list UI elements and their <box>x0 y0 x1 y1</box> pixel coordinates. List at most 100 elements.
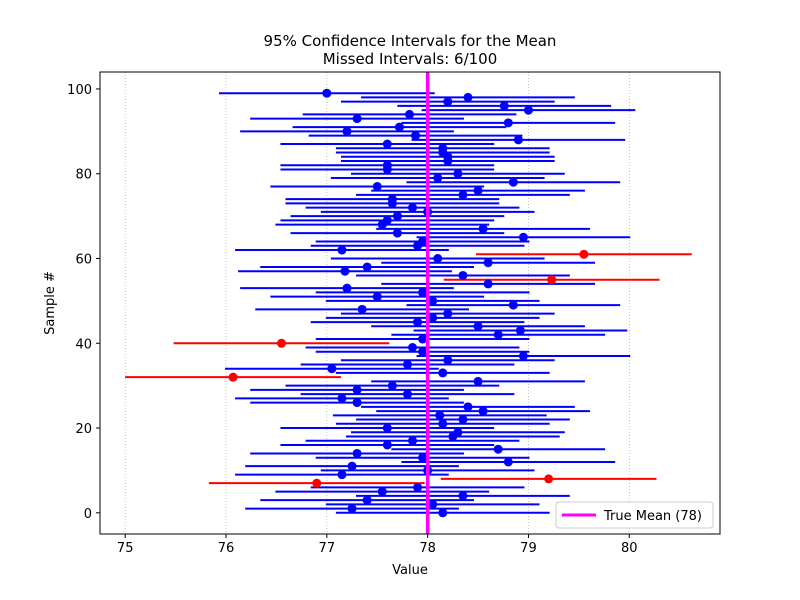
mean-point <box>362 495 372 505</box>
mean-point <box>523 105 533 115</box>
mean-point <box>347 461 357 471</box>
mean-point <box>402 359 412 369</box>
mean-point <box>382 160 392 170</box>
mean-point <box>503 118 513 128</box>
mean-point <box>515 326 525 336</box>
mean-point <box>413 482 423 492</box>
mean-point <box>478 406 488 416</box>
mean-point <box>404 109 414 119</box>
chart-subtitle: Missed Intervals: 6/100 <box>323 50 498 68</box>
mean-point <box>352 114 362 124</box>
y-axis-ticks: 0 20 40 60 80 100 <box>67 83 100 522</box>
mean-point <box>387 381 397 391</box>
mean-point <box>337 393 347 403</box>
legend: True Mean (78) <box>555 501 714 529</box>
mean-point <box>428 499 438 509</box>
mean-point <box>322 88 332 98</box>
plot-frame <box>99 71 721 535</box>
mean-point <box>428 296 438 306</box>
mean-point <box>327 364 337 374</box>
mean-point <box>392 228 402 238</box>
mean-point <box>493 330 503 340</box>
mean-point <box>435 410 445 420</box>
mean-point <box>428 313 438 323</box>
missed-mean-point <box>276 338 286 348</box>
mean-point <box>402 389 412 399</box>
mean-point <box>438 368 448 378</box>
mean-point <box>408 343 418 353</box>
mean-point <box>352 385 362 395</box>
mean-point <box>458 270 468 280</box>
mean-point <box>483 279 493 289</box>
mean-point <box>483 258 493 268</box>
mean-point <box>372 292 382 302</box>
mean-point <box>418 347 428 357</box>
mean-point <box>408 436 418 446</box>
mean-point <box>382 215 392 225</box>
x-axis-label: Value <box>392 563 428 578</box>
x-tick-label: 77 <box>319 541 336 556</box>
mean-points <box>228 88 589 518</box>
missed-mean-point <box>579 249 589 259</box>
x-tick-label: 76 <box>218 541 235 556</box>
mean-point <box>443 355 453 365</box>
mean-point <box>463 92 473 102</box>
mean-point <box>473 321 483 331</box>
legend-box <box>555 501 714 529</box>
mean-point <box>438 143 448 153</box>
y-tick-label: 60 <box>75 252 92 267</box>
y-axis-label: Sample # <box>43 271 58 335</box>
mean-point <box>513 135 523 145</box>
mean-point <box>458 190 468 200</box>
mean-point <box>377 487 387 497</box>
mean-point <box>352 448 362 458</box>
mean-point <box>458 415 468 425</box>
y-tick-label: 0 <box>84 507 92 522</box>
mean-point <box>411 131 421 141</box>
mean-point <box>413 317 423 327</box>
missed-mean-point <box>228 372 238 382</box>
mean-point <box>508 177 518 187</box>
mean-point <box>518 351 528 361</box>
mean-point <box>382 440 392 450</box>
mean-point <box>340 266 350 276</box>
mean-point <box>394 122 404 132</box>
legend-true-mean-label: True Mean (78) <box>603 509 702 524</box>
mean-point <box>453 427 463 437</box>
mean-point <box>408 203 418 213</box>
mean-point <box>443 97 453 107</box>
x-tick-label: 79 <box>520 541 537 556</box>
mean-point <box>499 101 509 111</box>
mean-point <box>438 508 448 518</box>
x-tick-label: 75 <box>117 541 134 556</box>
mean-point <box>463 402 473 412</box>
mean-point <box>478 224 488 234</box>
mean-point <box>387 194 397 204</box>
mean-point <box>418 287 428 297</box>
x-gridlines <box>124 72 630 534</box>
mean-point <box>342 126 352 136</box>
mean-point <box>362 262 372 272</box>
x-axis-ticks: 75 76 77 78 79 80 <box>117 534 638 556</box>
x-tick-label: 80 <box>621 541 638 556</box>
mean-point <box>357 304 367 314</box>
mean-point <box>418 334 428 344</box>
y-tick-label: 20 <box>75 422 92 437</box>
mean-point <box>418 237 428 247</box>
mean-point <box>382 139 392 149</box>
mean-point <box>342 283 352 293</box>
y-tick-label: 80 <box>75 168 92 183</box>
y-tick-label: 100 <box>67 83 92 98</box>
mean-point <box>508 300 518 310</box>
mean-point <box>352 398 362 408</box>
mean-point <box>458 491 468 501</box>
mean-point <box>473 186 483 196</box>
mean-point <box>443 309 453 319</box>
chart-title: 95% Confidence Intervals for the Mean <box>264 32 557 50</box>
mean-point <box>433 173 443 183</box>
mean-point <box>503 457 513 467</box>
mean-point <box>382 423 392 433</box>
mean-point <box>518 232 528 242</box>
mean-point <box>473 376 483 386</box>
